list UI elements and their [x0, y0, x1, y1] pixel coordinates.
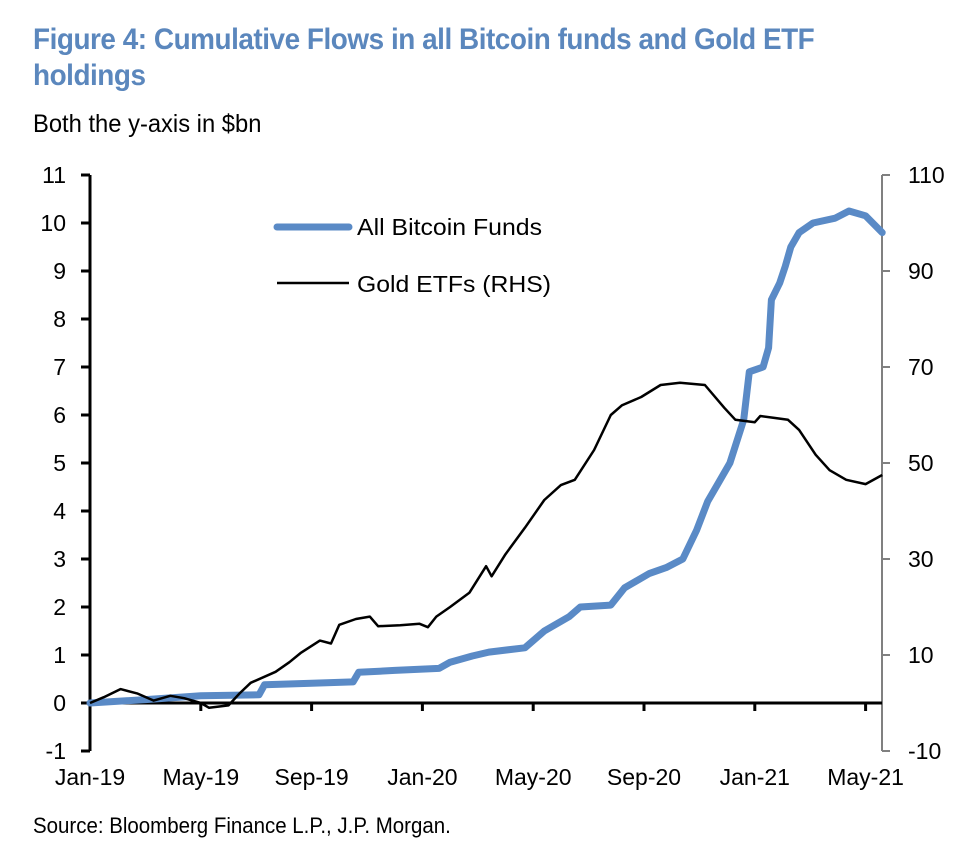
left-y-tick-label: 0	[53, 690, 66, 716]
legend: All Bitcoin Funds Gold ETFs (RHS)	[273, 214, 551, 297]
right-y-tick-label: 30	[908, 546, 934, 572]
right-y-tick-label: 70	[908, 354, 934, 380]
left-y-tick-label: 11	[42, 162, 66, 188]
right-y-tick-label: 50	[908, 450, 934, 476]
legend-label-bitcoin: All Bitcoin Funds	[357, 214, 542, 240]
right-y-tick-label: 110	[908, 162, 945, 188]
x-tick-label: May-21	[827, 764, 904, 790]
series-line-all-bitcoin-funds	[86, 207, 886, 707]
right-y-tick-label: 10	[908, 642, 934, 668]
x-tick-label: Jan-21	[720, 764, 790, 790]
left-y-tick-label: 1	[53, 642, 66, 668]
series-line-gold-etfs	[89, 381, 883, 710]
left-y-tick-label: 2	[53, 594, 66, 620]
x-tick-label: Sep-19	[275, 764, 349, 790]
chart-title: Figure 4: Cumulative Flows in all Bitcoi…	[33, 23, 815, 92]
left-y-tick-label: 10	[40, 210, 66, 236]
x-tick-label: May-19	[162, 764, 239, 790]
left-y-tick-label: 6	[53, 402, 66, 428]
x-tick-label: Jan-20	[387, 764, 457, 790]
x-tick-label: Jan-19	[55, 764, 125, 790]
left-y-tick-label: -1	[46, 738, 66, 764]
left-y-tick-label: 8	[53, 306, 66, 332]
right-y-tick-label: 90	[908, 258, 934, 284]
chart-subtitle: Both the y-axis in $bn	[33, 110, 262, 138]
left-y-tick-label: 7	[53, 354, 66, 380]
left-y-tick-label: 4	[53, 498, 66, 524]
x-tick-label: Sep-20	[607, 764, 681, 790]
left-y-tick-label: 3	[53, 546, 66, 572]
left-y-tick-label: 5	[53, 450, 66, 476]
left-y-tick-label: 9	[53, 258, 66, 284]
source-note: Source: Bloomberg Finance L.P., J.P. Mor…	[33, 813, 451, 838]
right-y-tick-label: -10	[908, 738, 941, 764]
legend-label-gold: Gold ETFs (RHS)	[357, 271, 551, 297]
series-layer	[86, 207, 886, 710]
x-tick-label: May-20	[495, 764, 572, 790]
